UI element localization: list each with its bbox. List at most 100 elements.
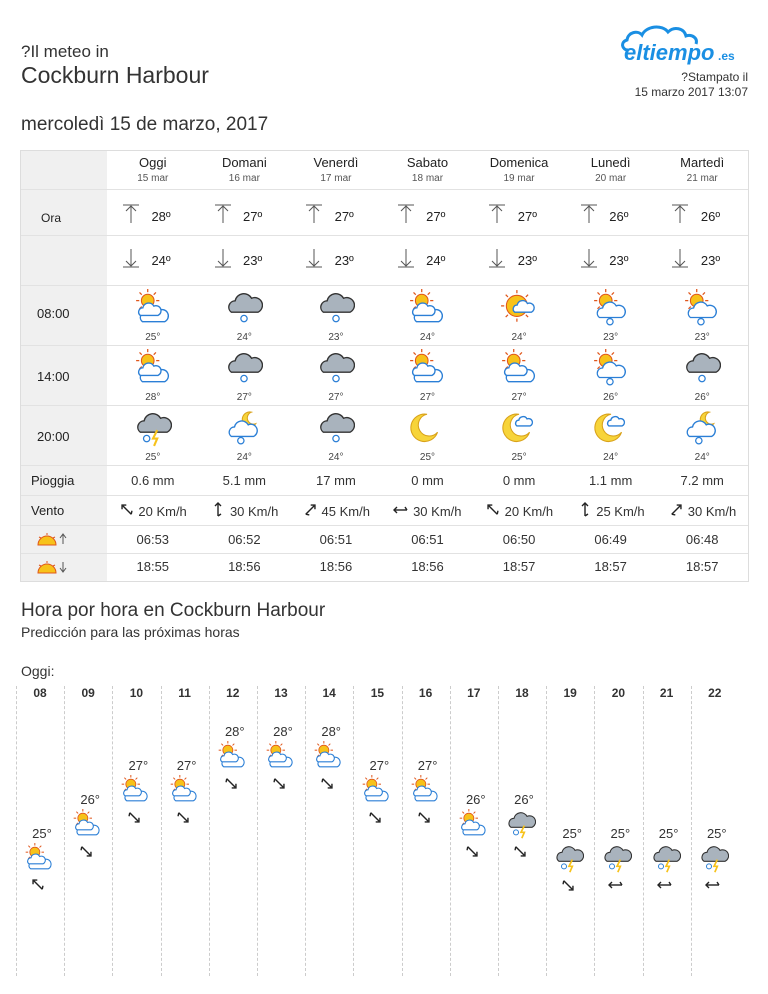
hour-wind: [464, 843, 480, 864]
hour-wind: [608, 877, 624, 898]
slot-temp: 25°: [145, 332, 161, 343]
sun-cloud-icon: [501, 290, 535, 322]
slot-temp: 24°: [419, 332, 436, 343]
hour-temp: 25°: [610, 826, 631, 841]
hour-icon: [361, 775, 391, 810]
sunrise-icon: [37, 533, 67, 546]
rain-value: 0 mm: [411, 473, 444, 488]
partly-sunny-icon: [170, 775, 197, 802]
row-label-14: 14:00: [37, 369, 70, 384]
hour-icon: [24, 843, 54, 878]
wind-direction-icon: [671, 504, 682, 516]
max-temp-arrow-icon: [672, 204, 689, 223]
sunrise-value: 06:49: [594, 532, 627, 547]
day-name: Sabato: [406, 155, 449, 170]
hour-wind: [223, 775, 239, 796]
slot-temp: 24°: [236, 452, 252, 463]
max-temp-arrow-icon: [580, 204, 597, 223]
max-temp: 26º: [670, 203, 748, 230]
day-date: 21 mar: [686, 173, 718, 184]
forecast-slot: 25°: [473, 409, 565, 463]
max-temp: 28º: [121, 203, 199, 230]
hour-temp: 26°: [514, 792, 534, 807]
forecast-slot: 27°: [382, 349, 474, 403]
hour-divider: [208, 686, 210, 976]
storm-icon: [556, 846, 585, 873]
day-date: 15 mar: [137, 173, 169, 184]
forecast-slot: 23°: [290, 289, 382, 343]
hour-divider: [305, 686, 307, 976]
min-temp-arrow-icon: [489, 249, 506, 268]
moon-icon: [410, 413, 439, 443]
rain-cloud-icon: [320, 413, 356, 443]
hour-temp: 26°: [80, 792, 101, 807]
day-name: Venerdì: [313, 155, 359, 170]
sunset-value: 18:56: [228, 559, 261, 574]
wind-direction-icon: [514, 846, 526, 857]
forecast-slot: 26°: [565, 349, 657, 403]
wind-direction-icon: [487, 504, 499, 515]
day-name: Oggi: [139, 155, 167, 170]
hour-icon: [265, 741, 295, 776]
hour-divider: [594, 686, 596, 976]
wind-direction-icon: [704, 881, 720, 889]
sunset-value: 18:56: [411, 559, 444, 574]
forecast-slot: 24°: [199, 409, 291, 463]
wind-direction-icon: [80, 846, 92, 857]
hour-label: 08: [33, 686, 47, 700]
hour-icon: [651, 843, 681, 878]
rain-value: 17 mm: [316, 473, 356, 488]
max-temp-arrow-icon: [214, 204, 231, 223]
min-temp: 23º: [670, 247, 748, 274]
hour-divider: [546, 686, 548, 976]
slot-temp: 23°: [328, 332, 344, 343]
hour-divider: [160, 686, 162, 976]
eltiempo-logo[interactable]: eltiempo .es: [618, 20, 750, 68]
wind-label: Vento: [31, 503, 65, 518]
sunset-value: 18:55: [136, 559, 170, 574]
day-header: Martedì 21 mar: [656, 155, 748, 184]
hour-temp: 27°: [176, 758, 197, 773]
max-temp: 26º: [579, 203, 657, 230]
slot-temp: 26°: [694, 392, 710, 403]
sunset-value: 18:56: [319, 559, 353, 574]
slot-temp: 27°: [419, 392, 436, 403]
forecast-slot: 25°: [382, 409, 474, 463]
row-label-08: 08:00: [37, 306, 70, 321]
wind-value: 30 Km/h: [656, 502, 748, 521]
row-label-20: 20:00: [37, 429, 70, 444]
partly-sunny-icon: [459, 809, 486, 836]
forecast-slot: 28°: [107, 349, 199, 403]
storm-icon: [136, 413, 172, 447]
max-temp-arrow-icon: [123, 204, 139, 223]
slot-temp: 23°: [694, 332, 710, 343]
rain-value: 0.6 mm: [131, 473, 175, 488]
min-temp-arrow-icon: [214, 249, 231, 268]
min-temp: 23º: [304, 247, 382, 274]
forecast-table: Ora 08:00 14:00 20:00 Pioggia Vento Oggi…: [20, 150, 749, 582]
pre-title: ?Il meteo in: [21, 42, 109, 61]
hour-label: 20: [611, 686, 626, 700]
min-temp: 23º: [213, 247, 291, 274]
max-temp-arrow-icon: [489, 204, 506, 223]
printed-label: ?Stampato il: [681, 70, 748, 84]
moon-rain-icon: [228, 411, 259, 445]
hour-temp: 25°: [658, 826, 679, 841]
wind-value: 30 Km/h: [382, 502, 474, 521]
day-header: Venerdì 17 mar: [290, 155, 382, 184]
sunset-value: 18:57: [685, 559, 719, 574]
hour-label: 22: [708, 686, 722, 700]
forecast-slot: 23°: [565, 289, 657, 343]
hour-divider: [353, 686, 355, 976]
partly-sunny-icon: [73, 809, 100, 836]
hour-label: 21: [659, 686, 674, 700]
slot-temp: 27°: [236, 392, 252, 403]
wind-direction-icon: [417, 812, 430, 823]
slot-temp: 27°: [328, 392, 344, 403]
min-temp-arrow-icon: [397, 249, 414, 268]
slot-temp: 27°: [511, 392, 527, 403]
printed-info: ?Stampato il 15 marzo 2017 13:07: [635, 70, 748, 100]
hour-wind: [367, 809, 383, 830]
day-name: Domani: [221, 155, 267, 170]
hour-temp: 28°: [273, 724, 293, 739]
